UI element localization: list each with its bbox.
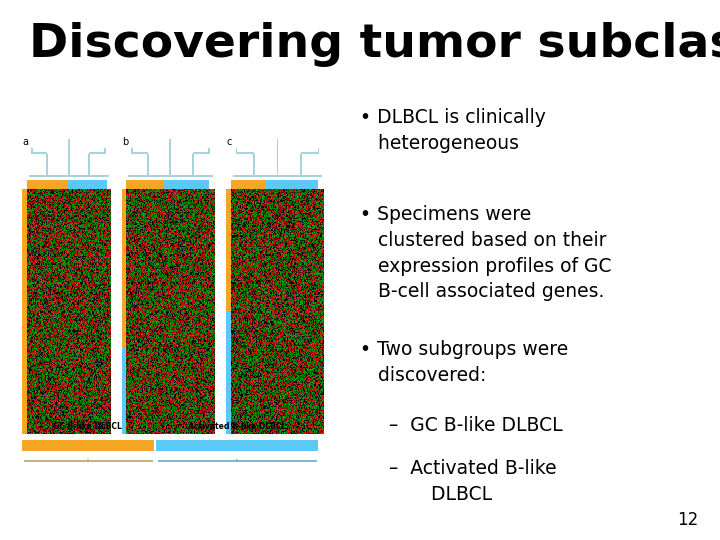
Text: a: a	[22, 137, 29, 147]
Text: –  Activated B-like
       DLBCL: – Activated B-like DLBCL	[389, 459, 557, 504]
Text: –  GC B-like DLBCL: – GC B-like DLBCL	[389, 416, 562, 435]
Text: b: b	[122, 137, 128, 147]
Text: Discovering tumor subclasses: Discovering tumor subclasses	[29, 22, 720, 66]
Text: • Specimens were
   clustered based on their
   expression profiles of GC
   B-c: • Specimens were clustered based on thei…	[360, 205, 611, 301]
Text: Activated B-like DLBCL: Activated B-like DLBCL	[188, 422, 286, 431]
Text: • Two subgroups were
   discovered:: • Two subgroups were discovered:	[360, 340, 568, 385]
Text: • DLBCL is clinically
   heterogeneous: • DLBCL is clinically heterogeneous	[360, 108, 546, 153]
Text: GC B-like DLBCL: GC B-like DLBCL	[53, 422, 122, 431]
Text: 12: 12	[677, 511, 698, 529]
Text: c: c	[227, 137, 232, 147]
